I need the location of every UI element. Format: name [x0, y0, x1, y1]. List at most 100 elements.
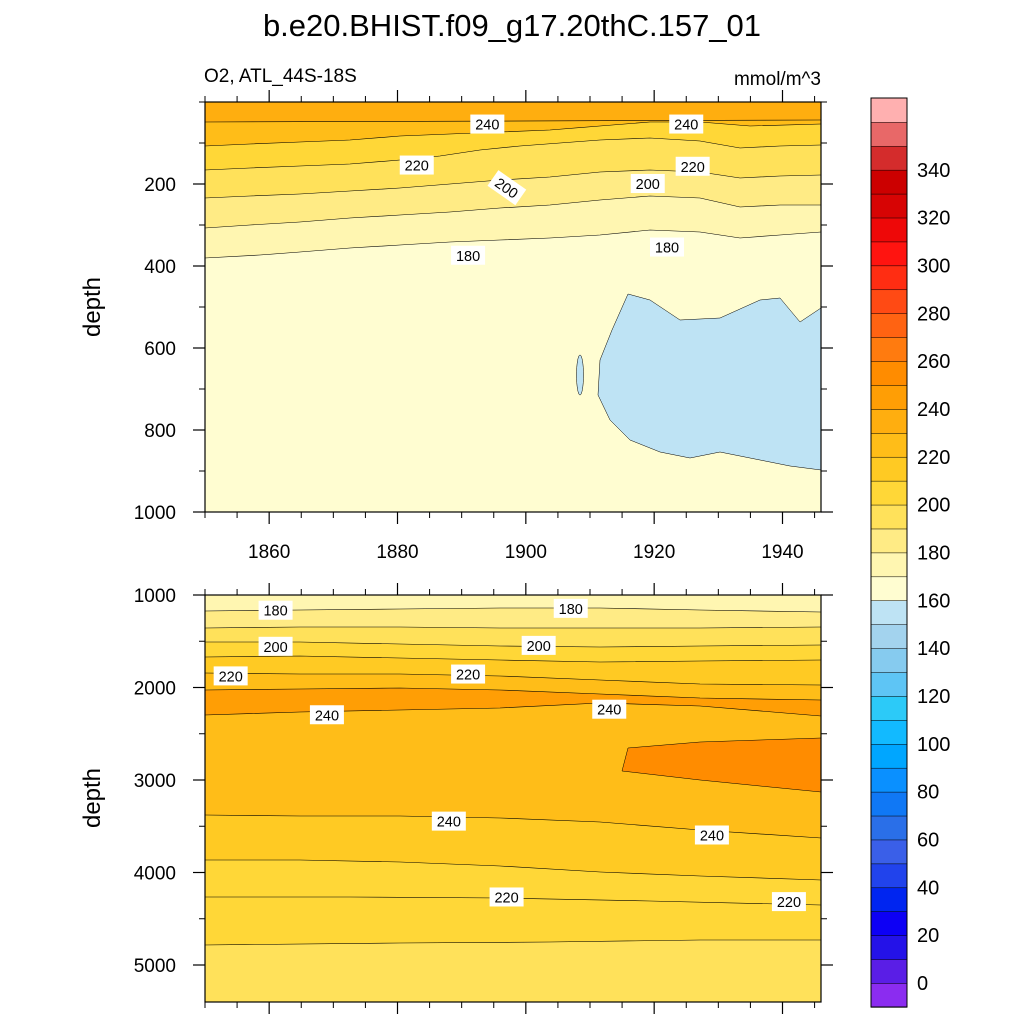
colorbar-swatch	[870, 767, 908, 793]
colorbar-tick-label: 280	[917, 303, 950, 325]
contour-label: 220	[399, 155, 434, 175]
colorbar-swatch	[870, 313, 908, 338]
lower-plot-frame	[204, 594, 822, 1003]
colorbar-tick-label: 140	[917, 638, 950, 660]
colorbar-swatch	[870, 336, 908, 362]
y-tick-label: 200	[144, 175, 176, 196]
contour-label: 220	[489, 887, 524, 907]
upper-contour-fills	[205, 102, 821, 512]
lower-x-ticks	[204, 583, 816, 1014]
contour-label: 240	[669, 114, 704, 134]
colorbar-swatch	[870, 528, 908, 554]
contour-label-text: 240	[674, 118, 698, 134]
contour-label: 180	[650, 237, 684, 257]
contour-label: 240	[694, 825, 729, 845]
colorbar-swatch	[870, 384, 908, 410]
colorbar-swatch	[870, 265, 908, 291]
colorbar-swatch	[870, 839, 908, 865]
contour-label: 180	[451, 245, 486, 265]
contour-label: 220	[771, 892, 806, 912]
y-tick-label: 1000	[134, 586, 176, 607]
colorbar-tick-label: 300	[917, 255, 950, 277]
chart-title: b.e20.BHIST.f09_g17.20thC.157_01	[263, 8, 761, 43]
x-tick-label: 1900	[505, 542, 547, 563]
colorbar-swatch	[870, 504, 908, 530]
colorbar-tick-label: 240	[917, 399, 950, 421]
colorbar-tick-label: 60	[917, 830, 939, 852]
contour-label-box	[258, 636, 293, 656]
colorbar-swatch	[870, 887, 908, 912]
colorbar-tick-label: 180	[917, 543, 950, 565]
colorbar-swatch	[870, 600, 908, 625]
x-tick-label: 1860	[248, 542, 290, 563]
contour-label: 220	[675, 156, 710, 176]
contour-label-box	[489, 887, 524, 907]
contour-label-box	[399, 155, 434, 175]
contour-label-box	[487, 170, 527, 206]
colorbar-tick-label: 340	[917, 160, 950, 182]
colorbar-tick-label: 120	[917, 686, 950, 708]
contour-label-box	[258, 600, 293, 620]
colorbar-swatch	[870, 289, 908, 314]
contour-label-text: 220	[777, 895, 801, 911]
contour-label-box	[650, 237, 684, 257]
contour-label: 240	[592, 699, 627, 719]
y-tick-label: 2000	[134, 679, 176, 700]
contour-label-box	[675, 156, 710, 176]
colorbar-tick-label: 320	[917, 208, 950, 230]
colorbar-swatch	[870, 552, 908, 578]
contour-label-text: 240	[437, 815, 461, 831]
contour-label-box	[592, 699, 627, 719]
colorbar-swatch	[870, 480, 908, 506]
contour-label: 200	[258, 636, 293, 656]
contour-label: 240	[470, 114, 505, 134]
colorbar-swatch	[870, 432, 908, 458]
colorbar-tick-label: 220	[917, 447, 950, 469]
x-tick-label: 1920	[633, 542, 675, 563]
colorbar-swatch	[870, 624, 908, 649]
colorbar-swatch	[870, 695, 908, 721]
upper-y-ticks: 200 400 600 800 1000	[134, 101, 833, 524]
colorbar-swatch	[870, 241, 908, 267]
lower-contour-lines	[205, 607, 821, 946]
lower-y-ticks: 1000 2000 3000 4000 5000	[134, 586, 833, 977]
contour-label-box	[630, 174, 665, 193]
contour-label-box	[431, 811, 466, 831]
colorbar-tick-label: 0	[917, 973, 928, 995]
colorbar-tick-label: 160	[917, 590, 950, 612]
contour-label-box	[309, 705, 344, 725]
colorbar-tick-label: 200	[917, 495, 950, 517]
colorbar-swatch	[870, 408, 908, 434]
colorbar-swatch	[870, 169, 908, 195]
contour-label-box	[553, 598, 588, 618]
contour-label-text: 220	[405, 159, 429, 175]
colorbar-swatch	[870, 671, 908, 697]
x-tick-label: 1940	[761, 542, 803, 563]
contour-label-text: 240	[315, 708, 339, 724]
lower-contour-labels: 180 180 200 200 220 220 240 240 240 240 220 220	[213, 598, 806, 912]
contour-label-text: 240	[700, 829, 724, 845]
contour-label-box	[451, 245, 486, 265]
contour-label-text: 220	[494, 890, 518, 906]
contour-label: 200	[630, 174, 665, 193]
x-tick-label: 1880	[376, 542, 418, 563]
colorbar-tick-label: 20	[917, 925, 939, 947]
colorbar-swatch	[870, 576, 908, 601]
y-tick-label: 3000	[134, 771, 176, 792]
colorbar-swatch	[870, 982, 908, 1008]
contour-label-box	[771, 892, 806, 912]
colorbar-tick-label: 40	[917, 877, 939, 899]
y-tick-label: 5000	[134, 956, 176, 977]
contour-label: 220	[451, 664, 486, 684]
colorbar-swatch	[870, 145, 908, 171]
contour-label-text: 220	[219, 669, 243, 685]
y-tick-label: 600	[144, 339, 176, 360]
contour-label-text: 220	[681, 160, 705, 176]
colorbar-tick-label: 80	[917, 782, 939, 804]
upper-y-axis-label: depth	[79, 277, 106, 337]
colorbar-swatch	[870, 647, 908, 673]
contour-label-box	[451, 664, 486, 684]
lower-contour-fills	[205, 595, 821, 1002]
